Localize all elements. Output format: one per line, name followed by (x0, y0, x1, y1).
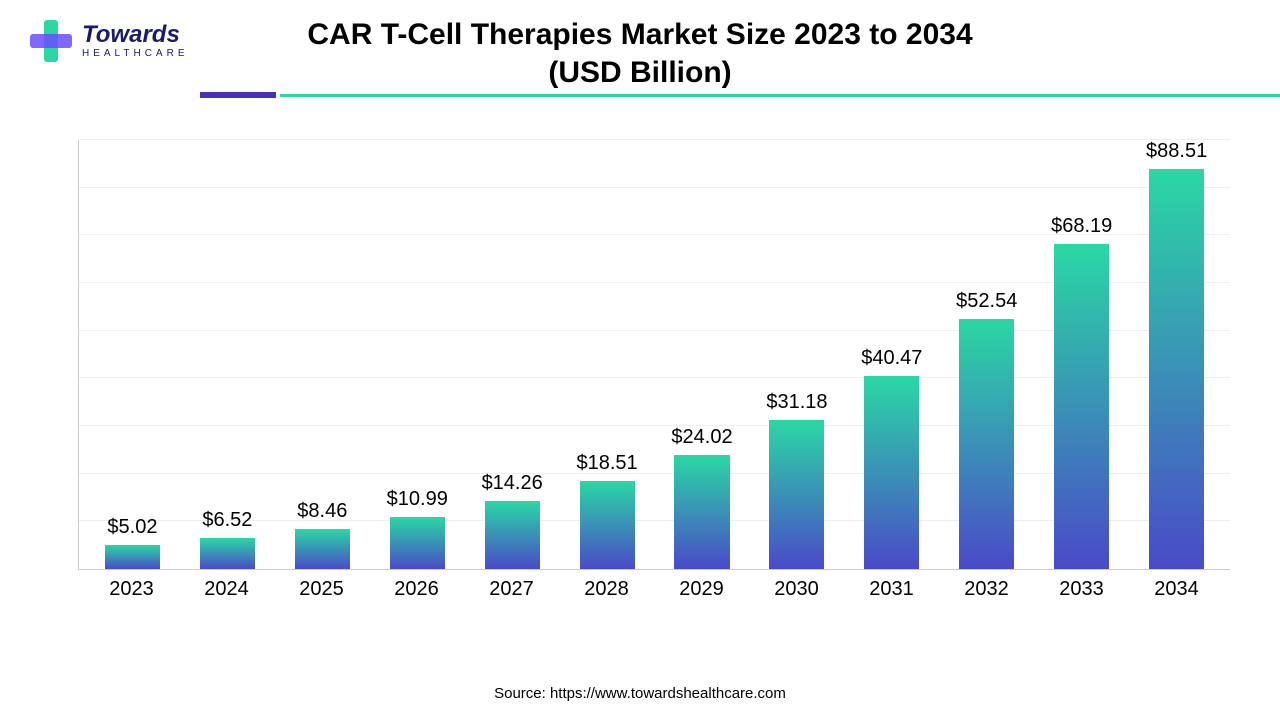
bar-slot: $5.02 (85, 140, 180, 569)
x-tick-label: 2033 (1034, 578, 1129, 601)
plot-region: $5.02 $6.52 $8.46 $10.99 $14.26 $18.51 $24.02 $… (78, 140, 1230, 570)
chart-title-line1: CAR T-Cell Therapies Market Size 2023 to… (307, 18, 972, 51)
bars-container: $5.02 $6.52 $8.46 $10.99 $14.26 $18.51 $24.02 $… (79, 140, 1230, 569)
chart-title: CAR T-Cell Therapies Market Size 2023 to… (0, 0, 1280, 91)
x-tick-label: 2030 (749, 578, 844, 601)
header-divider (200, 92, 1280, 98)
x-tick-label: 2023 (84, 578, 179, 601)
bar-slot: $24.02 (655, 140, 750, 569)
chart-area: $5.02 $6.52 $8.46 $10.99 $14.26 $18.51 $24.02 $… (68, 130, 1240, 660)
bar-slot: $10.99 (370, 140, 465, 569)
bar-value-label: $88.51 (1146, 140, 1207, 163)
bar-value-label: $52.54 (956, 290, 1017, 313)
x-tick-label: 2028 (559, 578, 654, 601)
bar-slot: $31.18 (749, 140, 844, 569)
brand-name-sub: HEALTHCARE (82, 49, 189, 59)
x-tick-label: 2024 (179, 578, 274, 601)
bar-slot: $40.47 (844, 140, 939, 569)
bar (485, 501, 540, 569)
bar (1149, 169, 1204, 569)
bar-value-label: $10.99 (387, 488, 448, 511)
x-axis: 2023202420252026202720282029203020312032… (78, 578, 1230, 601)
x-tick-label: 2029 (654, 578, 749, 601)
bar (1054, 244, 1109, 569)
bar-value-label: $18.51 (576, 452, 637, 475)
bar (200, 538, 255, 569)
bar (769, 420, 824, 569)
brand-name-main: Towards (82, 23, 189, 47)
bar-value-label: $8.46 (297, 500, 347, 523)
x-tick-label: 2025 (274, 578, 369, 601)
bar-value-label: $40.47 (861, 347, 922, 370)
brand-text: Towards HEALTHCARE (82, 23, 189, 59)
bar-value-label: $14.26 (482, 472, 543, 495)
bar-value-label: $6.52 (202, 509, 252, 532)
bar-value-label: $68.19 (1051, 215, 1112, 238)
x-tick-label: 2026 (369, 578, 464, 601)
x-tick-label: 2032 (939, 578, 1034, 601)
bar-slot: $6.52 (180, 140, 275, 569)
bar (959, 319, 1014, 569)
bar (674, 455, 729, 569)
bar-slot: $52.54 (939, 140, 1034, 569)
bar-slot: $14.26 (465, 140, 560, 569)
bar (864, 376, 919, 569)
chart-title-line2: (USD Billion) (548, 56, 731, 89)
bar-slot: $18.51 (560, 140, 655, 569)
bar-slot: $8.46 (275, 140, 370, 569)
bar-slot: $88.51 (1129, 140, 1224, 569)
x-tick-label: 2031 (844, 578, 939, 601)
bar (105, 545, 160, 569)
source-attribution: Source: https://www.towardshealthcare.co… (0, 685, 1280, 702)
plus-icon (28, 18, 74, 64)
x-tick-label: 2027 (464, 578, 559, 601)
divider-accent-purple (200, 92, 276, 98)
brand-logo: Towards HEALTHCARE (28, 18, 189, 64)
divider-accent-teal (280, 94, 1280, 97)
bar (295, 529, 350, 569)
bar (580, 481, 635, 569)
bar-value-label: $24.02 (671, 426, 732, 449)
bar (390, 517, 445, 569)
bar-value-label: $5.02 (107, 516, 157, 539)
bar-slot: $68.19 (1034, 140, 1129, 569)
bar-value-label: $31.18 (766, 391, 827, 414)
x-tick-label: 2034 (1129, 578, 1224, 601)
